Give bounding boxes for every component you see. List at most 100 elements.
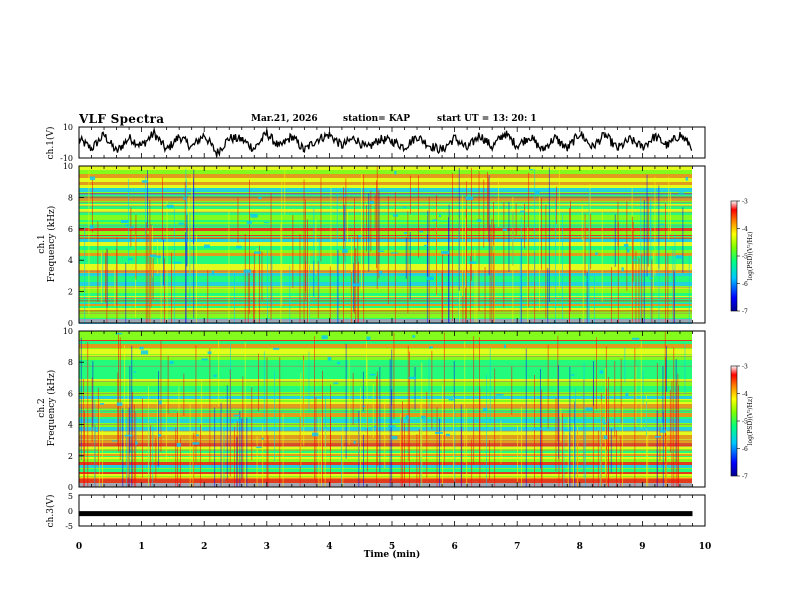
spectrogram-streak xyxy=(358,261,359,323)
spectrogram-streak xyxy=(590,213,592,270)
spectrogram-streak xyxy=(520,217,522,309)
spectrogram-line xyxy=(79,477,692,479)
spectrogram-streak xyxy=(558,170,560,290)
spectrogram-streak xyxy=(622,406,623,487)
spectrogram-streak xyxy=(471,439,473,487)
spectrogram-band xyxy=(79,338,692,341)
spectrogram-streak xyxy=(152,425,154,487)
spectrogram-streak xyxy=(548,167,550,302)
spectrogram-band xyxy=(79,386,692,387)
spectrogram-band xyxy=(79,182,692,185)
spectrogram-streak xyxy=(519,255,521,323)
spectrogram-streak xyxy=(267,250,268,323)
spectrogram-patch xyxy=(121,219,129,223)
spectrogram-streak xyxy=(617,222,619,323)
spectrogram-streak xyxy=(251,387,253,461)
spectrogram-streak xyxy=(376,166,378,289)
ch2-colorbar-ticks: -3 -4 -5 -6 -7 xyxy=(737,364,748,481)
spectrogram-streak xyxy=(309,264,310,323)
spectrogram-patch xyxy=(95,430,98,432)
spectrogram-streak xyxy=(282,413,284,487)
spectrogram-streak xyxy=(511,366,513,415)
spectrogram-streak xyxy=(555,199,556,323)
spectrogram-streak xyxy=(236,436,238,487)
x-tick-label: 1 xyxy=(138,542,144,552)
ch1-spec-ylabel-channel: ch.1 xyxy=(37,234,47,253)
spectrogram-patch xyxy=(603,435,608,440)
spectrogram-streak xyxy=(640,340,642,429)
spectrogram-streak xyxy=(352,372,354,425)
spectrogram-band xyxy=(79,459,692,460)
x-axis-label: Time (min) xyxy=(364,549,421,560)
spectrogram-streak xyxy=(394,192,396,323)
spectrogram-streak xyxy=(149,199,151,323)
spectrogram-patch xyxy=(100,403,105,405)
spectrogram-patch xyxy=(233,419,242,422)
spectrogram-streak xyxy=(135,214,137,280)
spectrogram-streak xyxy=(280,223,282,323)
spectrogram-patch xyxy=(429,277,432,280)
spectrogram-streak xyxy=(91,377,93,443)
spectrogram-streak xyxy=(646,395,647,487)
x-tick-label: 9 xyxy=(639,542,645,552)
spectrogram-band xyxy=(79,454,692,456)
spectrogram-band xyxy=(79,314,692,318)
spec-ytick-label: 2 xyxy=(68,452,73,461)
spectrogram-streak xyxy=(620,358,622,424)
spectrogram-streak xyxy=(305,199,306,292)
spectrogram-patch xyxy=(388,425,396,428)
spec-ytick-label: 0 xyxy=(68,483,73,492)
spectrogram-streak xyxy=(347,209,348,242)
spectrogram-patch xyxy=(370,200,374,205)
spectrogram-streak xyxy=(465,217,466,289)
spectrogram-streak xyxy=(342,426,344,487)
spectrogram-streak xyxy=(593,361,594,406)
spectrogram-line xyxy=(79,443,692,445)
spectrogram-patch xyxy=(158,434,162,437)
ch1-spec-yticks: 10 8 6 4 2 0 xyxy=(63,162,84,328)
spectrogram-streak xyxy=(150,224,152,308)
spectrogram-band xyxy=(79,286,692,287)
spectrogram-streak xyxy=(102,251,104,299)
spectrogram-streak xyxy=(562,214,563,320)
spectrogram-patch xyxy=(419,230,424,233)
spectrogram-band xyxy=(79,349,692,352)
spectrogram-band xyxy=(79,382,692,386)
spectrogram-streak xyxy=(600,400,602,487)
spectrogram-streak xyxy=(97,387,99,467)
spectrogram-patch xyxy=(378,270,383,274)
ch2-spec-ylabel-freq: Frequency (kHz) xyxy=(46,370,57,447)
spectrogram-streak xyxy=(436,195,437,296)
spectrogram-streak xyxy=(127,380,129,477)
spectrogram-streak xyxy=(616,430,617,487)
spectrogram-streak xyxy=(313,207,315,303)
spectrogram-streak xyxy=(688,255,690,323)
spectrogram-streak xyxy=(188,197,190,265)
spectrogram-streak xyxy=(448,204,450,323)
spectrogram-streak xyxy=(556,186,557,224)
spectrogram-streak xyxy=(656,410,658,487)
spectrogram-streak xyxy=(517,425,518,487)
spectrogram-band xyxy=(79,474,692,476)
spectrogram-streak xyxy=(151,225,153,278)
spectrogram-band xyxy=(79,364,692,366)
spectrogram-patch xyxy=(166,204,174,208)
spectrogram-streak xyxy=(320,416,322,487)
spectrogram-patch xyxy=(236,245,242,249)
spectrogram-streak xyxy=(407,345,409,461)
spectrogram-streak xyxy=(418,175,419,258)
spectrogram-streak xyxy=(391,349,393,406)
spectrogram-streak xyxy=(147,233,149,323)
spectrogram-streak xyxy=(399,413,401,457)
spectrogram-streak xyxy=(191,174,193,240)
ch1-trace-line xyxy=(78,129,693,157)
spectrogram-patch xyxy=(130,226,134,229)
spectrogram-patch xyxy=(273,347,280,350)
spectrogram-streak xyxy=(573,424,574,487)
spectrogram-patch xyxy=(173,261,182,264)
spectrogram-streak xyxy=(379,366,381,472)
ch2-colorbar: -3 -4 -5 -6 -7 log(PSD)(V²/Hz) xyxy=(730,364,754,481)
spectrogram-streak xyxy=(610,428,612,473)
spectrogram-patch xyxy=(201,358,208,361)
spectrogram-streak xyxy=(441,271,443,323)
